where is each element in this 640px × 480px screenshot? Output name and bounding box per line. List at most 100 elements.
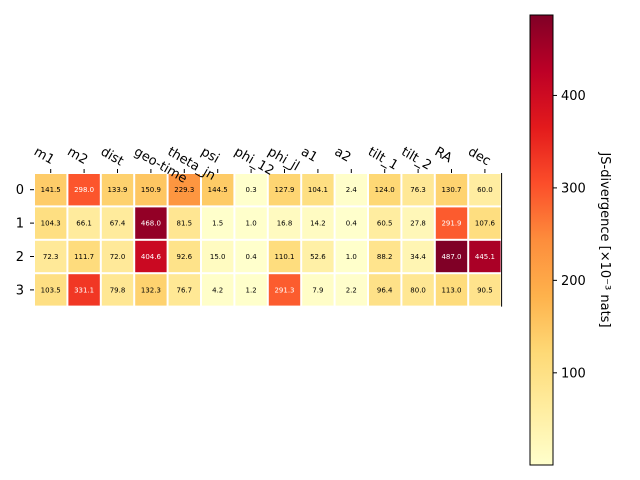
colorbar-label: JS-divergence [×10⁻³ nats]	[597, 151, 612, 327]
heatmap-cell	[302, 240, 334, 273]
cell-value-label: 130.7	[441, 186, 461, 194]
colorbar-tick-label: 300	[561, 181, 586, 196]
y-axis: 0 1 2 3	[16, 183, 34, 298]
x-tick-label: dec	[465, 144, 493, 169]
colorbar-tick-label: 200	[561, 274, 586, 289]
cell-value-label: 60.5	[377, 220, 393, 228]
heatmap-cell	[302, 207, 334, 239]
cell-value-label: 487.0	[441, 253, 461, 261]
cell-value-label: 104.3	[41, 220, 61, 228]
cell-value-label: 76.3	[410, 186, 426, 194]
cell-value-label: 76.7	[177, 286, 193, 294]
cell-value-label: 110.1	[274, 253, 294, 261]
heatmap-cell	[202, 274, 234, 306]
heatmap-cell	[135, 174, 167, 206]
cell-value-label: 150.9	[141, 186, 161, 194]
heatmap-cell	[135, 207, 167, 239]
heatmap-cell	[202, 174, 234, 206]
y-tick-label: 2	[16, 250, 24, 265]
heatmap-cell	[235, 207, 267, 239]
heatmap-cell	[302, 174, 334, 206]
colorbar: 100 200 300 400 JS-divergence [×10⁻³ nats]	[529, 14, 612, 466]
cell-value-label: 92.6	[177, 253, 193, 261]
cell-value-label: 113.0	[441, 286, 461, 294]
cell-value-label: 468.0	[141, 220, 161, 228]
heatmap-cell	[335, 207, 367, 239]
heatmap-cell	[369, 240, 401, 273]
cell-value-label: 291.3	[274, 286, 294, 294]
heatmap-cell	[235, 174, 267, 206]
heatmap-cell	[469, 174, 501, 206]
heatmap-cell	[469, 274, 501, 306]
cell-value-label: 1.0	[346, 253, 357, 261]
heatmap-cell	[101, 240, 134, 273]
x-tick-label: m2	[65, 144, 91, 167]
heatmap-cell	[402, 207, 434, 239]
heatmap-cell	[68, 274, 100, 306]
heatmap-cell	[68, 207, 100, 239]
x-tick-label: RA	[432, 144, 455, 166]
cell-value-label: 107.6	[475, 220, 496, 228]
x-tick-label: a2	[332, 144, 354, 165]
colorbar-gradient	[529, 14, 554, 466]
y-tick-label: 0	[16, 183, 24, 198]
heatmap-cell	[35, 174, 67, 206]
x-tick-label: a1	[298, 144, 320, 165]
cell-value-label: 132.3	[141, 286, 161, 294]
cell-value-label: 7.9	[312, 286, 323, 294]
heatmap-cell	[235, 274, 267, 306]
heatmap-cell	[402, 174, 434, 206]
heatmap-cell	[435, 207, 468, 239]
y-tick-label: 1	[16, 217, 24, 232]
colorbar-tick-label: 400	[561, 89, 586, 104]
cell-value-label: 14.2	[310, 220, 326, 228]
cell-value-label: 404.6	[141, 253, 162, 261]
cell-value-label: 104.1	[308, 186, 328, 194]
heatmap-cell	[35, 207, 67, 239]
heatmap-cell	[235, 240, 267, 273]
cell-value-label: 0.4	[346, 220, 358, 228]
cell-value-label: 80.0	[410, 286, 426, 294]
cell-value-label: 127.9	[274, 186, 294, 194]
heatmap-cell	[402, 240, 434, 273]
heatmap-cell	[469, 207, 501, 239]
heatmap-cell	[168, 240, 200, 273]
cell-value-label: 445.1	[475, 253, 495, 261]
cell-value-label: 298.0	[74, 186, 94, 194]
cell-value-label: 331.1	[74, 286, 94, 294]
cell-value-label: 67.4	[110, 220, 126, 228]
cell-value-label: 16.8	[277, 220, 293, 228]
heatmap-cell	[469, 240, 501, 273]
y-tick-label: 3	[16, 283, 24, 298]
cell-value-label: 60.0	[477, 186, 493, 194]
x-tick-label: dist	[98, 144, 126, 169]
heatmap-cell	[268, 207, 301, 239]
colorbar-ticks: 100 200 300 400	[553, 89, 586, 381]
heatmap-cell	[369, 274, 401, 306]
cell-value-label: 90.5	[477, 286, 493, 294]
heatmap-cell	[35, 274, 67, 306]
heatmap-cell	[202, 207, 234, 239]
heatmap-cell	[369, 174, 401, 206]
cell-value-label: 66.1	[76, 220, 92, 228]
heatmap-cell	[302, 274, 334, 306]
cell-value-label: 4.2	[212, 286, 223, 294]
heatmap-cell	[68, 174, 100, 206]
x-tick-label: tilt_1	[365, 144, 400, 173]
heatmap-cell	[135, 240, 167, 273]
heatmap-cell	[268, 174, 301, 206]
cell-value-label: 144.5	[208, 186, 228, 194]
cell-value-label: 103.5	[41, 286, 61, 294]
cell-value-label: 229.3	[174, 186, 194, 194]
cell-value-label: 72.0	[110, 253, 126, 261]
heatmap-cell	[101, 274, 134, 306]
cell-value-label: 72.3	[43, 253, 59, 261]
heatmap-cell	[268, 274, 301, 306]
cell-value-label: 124.0	[375, 186, 395, 194]
x-tick-label: m1	[31, 144, 57, 167]
cell-value-label: 81.5	[177, 220, 193, 228]
cell-value-label: 291.9	[441, 220, 461, 228]
heatmap-cell	[101, 207, 134, 239]
heatmap-cell	[35, 240, 67, 273]
